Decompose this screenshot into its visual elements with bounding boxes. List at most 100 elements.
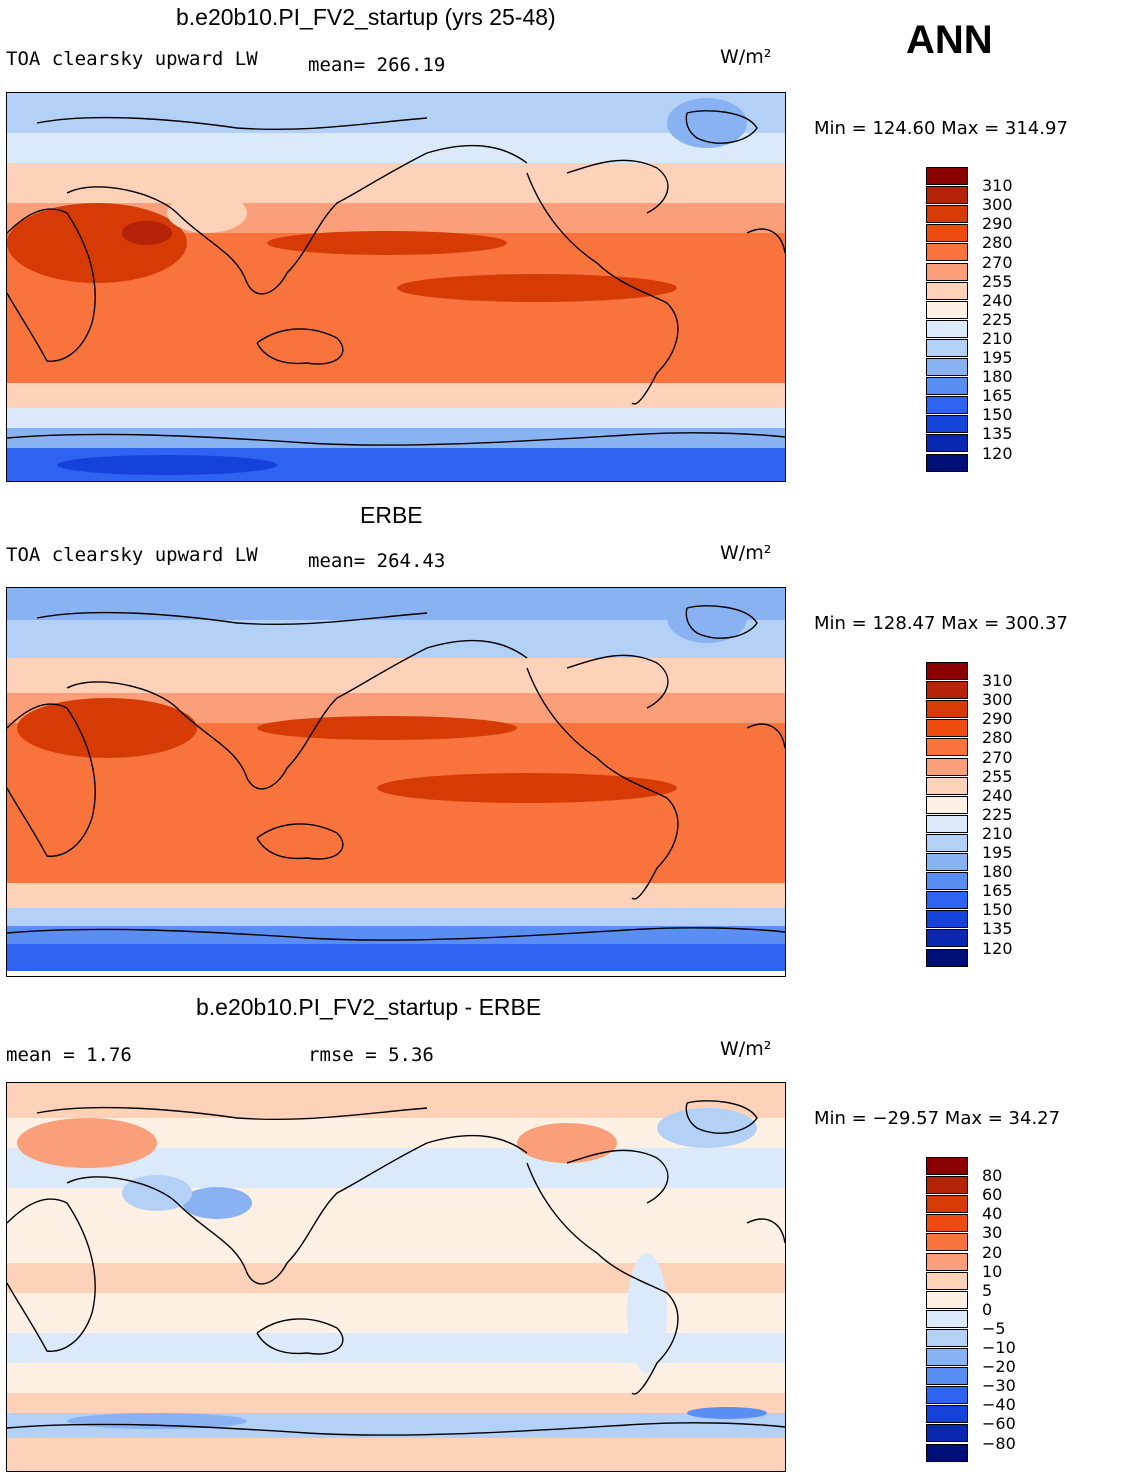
colorbar-label: 0 (982, 1299, 993, 1319)
colorbar-label: 195 (982, 843, 1013, 862)
map-band (7, 133, 785, 163)
map-feature (167, 193, 247, 233)
map-band (7, 926, 785, 944)
map-feature (657, 1108, 757, 1148)
map-band (7, 1263, 785, 1293)
colorbar-box (926, 948, 968, 967)
colorbar-box (926, 1195, 968, 1214)
colorbar-box (926, 262, 968, 281)
colorbar-box (926, 872, 968, 891)
panel3-colorbar: 80 60 40 30 20 10 5 0 −5 −10 −20 −30 −40 −60 −80 (926, 1157, 1016, 1463)
map-feature (627, 1253, 667, 1373)
map-band (7, 658, 785, 693)
map-feature (57, 455, 277, 475)
map-band (7, 883, 785, 908)
colorbar-label: 150 (982, 900, 1013, 920)
colorbar-box (926, 396, 968, 415)
colorbar-box (926, 1424, 968, 1443)
map-band (7, 908, 785, 926)
panel2-variable-label: TOA clearsky upward LW (6, 544, 258, 566)
colorbar-box (926, 377, 968, 396)
panel3-units: W/m² (720, 1038, 772, 1060)
colorbar-label: 310 (982, 176, 1013, 196)
map-feature (517, 1123, 617, 1163)
map-band (7, 428, 785, 448)
panel2-mean-label: mean= 264.43 (308, 550, 446, 572)
map-band (7, 408, 785, 428)
colorbar-label: 210 (982, 823, 1013, 843)
colorbar-label: 270 (982, 747, 1013, 767)
colorbar-box (926, 719, 968, 738)
map-band (7, 1438, 785, 1471)
map-band (7, 383, 785, 408)
colorbar-box (926, 1157, 968, 1175)
colorbar-box (926, 453, 968, 472)
panel3-title: b.e20b10.PI_FV2_startup - ERBE (196, 994, 542, 1020)
map-feature (17, 1118, 157, 1168)
map-feature (687, 1407, 767, 1419)
colorbar-box (926, 358, 968, 376)
panel3-minmax: Min = −29.57 Max = 34.27 (814, 1108, 1061, 1129)
panel3-map (6, 1082, 786, 1472)
map-feature (667, 98, 747, 148)
colorbar-box (926, 1309, 968, 1328)
colorbar-box (926, 300, 968, 319)
coastlines (7, 605, 785, 941)
map-band (7, 93, 785, 133)
panel1-variable-label: TOA clearsky upward LW (6, 48, 258, 70)
colorbar-label: 120 (982, 443, 1013, 463)
colorbar-box (926, 814, 968, 833)
colorbar-box (926, 1176, 968, 1195)
panel2-map (6, 587, 786, 977)
colorbar-label: 300 (982, 690, 1013, 710)
colorbar-box (926, 1252, 968, 1271)
colorbar-box (926, 243, 968, 262)
colorbar-label: 290 (982, 709, 1013, 729)
map-band (7, 1393, 785, 1413)
colorbar-label: 165 (982, 881, 1013, 901)
map-feature (17, 698, 197, 758)
colorbar-label: −5 (982, 1318, 1006, 1338)
colorbar-label: 240 (982, 785, 1013, 805)
colorbar-box (926, 757, 968, 776)
map-feature (67, 1413, 247, 1429)
colorbar-label: 120 (982, 938, 1013, 958)
map-band (7, 1083, 785, 1118)
colorbar-box (926, 1233, 968, 1252)
map-feature (667, 593, 747, 643)
map-band (7, 620, 785, 658)
colorbar-box (926, 1405, 968, 1424)
colorbar-box (926, 700, 968, 719)
colorbar-box (926, 281, 968, 300)
map-feature (397, 274, 677, 302)
map-feature (182, 1187, 252, 1219)
colorbar-box (926, 205, 968, 224)
colorbar-label: 255 (982, 766, 1013, 786)
colorbar-box (926, 929, 968, 948)
colorbar-box (926, 1367, 968, 1386)
colorbar-box (926, 833, 968, 852)
coastlines (7, 1100, 785, 1436)
colorbar-label: −20 (982, 1357, 1016, 1377)
colorbar-label: 310 (982, 671, 1013, 691)
panel1-colorbar: 310 300 290 280 270 255 240 225 210 195 180 165 150 1… (926, 167, 1013, 473)
colorbar-label: 135 (982, 919, 1013, 939)
panel1-units: W/m² (720, 46, 772, 68)
colorbar-label: −80 (982, 1433, 1016, 1453)
colorbar-box (926, 1271, 968, 1290)
colorbar-box (926, 738, 968, 757)
panel2-units: W/m² (720, 542, 772, 564)
colorbar-box (926, 1290, 968, 1309)
colorbar-box (926, 910, 968, 929)
map-band (7, 588, 785, 620)
colorbar-label: 40 (982, 1204, 1003, 1224)
colorbar-label: 240 (982, 290, 1013, 310)
colorbar-label: 10 (982, 1261, 1003, 1281)
colorbar-box (926, 319, 968, 338)
colorbar-label: 60 (982, 1185, 1003, 1205)
colorbar-box (926, 1348, 968, 1366)
colorbar-box (926, 1328, 968, 1347)
colorbar-label: 300 (982, 195, 1013, 215)
colorbar-label: 20 (982, 1242, 1003, 1262)
map-feature (122, 221, 172, 245)
